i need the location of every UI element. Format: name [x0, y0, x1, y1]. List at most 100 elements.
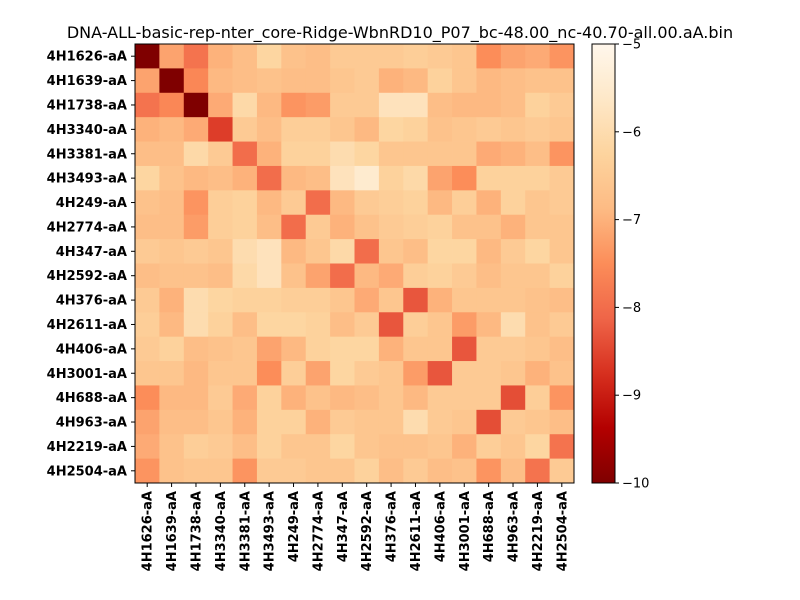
heatmap-cell	[500, 117, 526, 142]
heatmap-cell	[135, 336, 160, 362]
x-tick-label: 4H1738-aA	[189, 491, 204, 571]
heatmap-cell	[183, 117, 209, 142]
y-tick-label: 4H249-aA	[56, 196, 127, 211]
heatmap-cell	[500, 214, 526, 240]
colorbar-tick-label: −9	[622, 389, 641, 404]
heatmap-cell	[305, 361, 331, 386]
heatmap-cell	[208, 263, 233, 289]
heatmap-cell	[330, 263, 355, 289]
heatmap-cell	[452, 361, 477, 386]
heatmap-cell	[281, 336, 307, 362]
heatmap-cell	[281, 214, 307, 240]
heatmap-cell	[427, 312, 453, 338]
heatmap-cell	[159, 263, 185, 289]
x-tick-label: 4H3381-aA	[238, 491, 253, 571]
heatmap-cell	[525, 385, 551, 411]
heatmap-cell	[305, 117, 331, 142]
heatmap-cell	[549, 409, 575, 435]
heatmap-cell	[525, 239, 551, 264]
heatmap-cell	[256, 434, 282, 460]
heatmap-cell	[330, 458, 355, 484]
heatmap-cell	[305, 336, 331, 362]
x-tick-label: 4H1626-aA	[141, 491, 156, 571]
heatmap-cell	[427, 336, 453, 362]
heatmap-cell	[403, 165, 429, 191]
heatmap-cell	[159, 214, 185, 240]
heatmap-cell	[159, 141, 185, 167]
x-tick-label: 4H347-aA	[336, 491, 351, 562]
heatmap-cell	[232, 361, 258, 386]
heatmap-cell	[403, 92, 429, 118]
heatmap-cell	[452, 214, 477, 240]
y-tick-label: 4H2219-aA	[47, 440, 127, 455]
heatmap-cell	[281, 239, 307, 264]
heatmap-cell	[354, 434, 380, 460]
heatmap-cell	[208, 336, 233, 362]
heatmap-cell	[500, 336, 526, 362]
heatmap-cell	[305, 92, 331, 118]
heatmap-cell	[476, 117, 502, 142]
y-tick-label: 4H3340-aA	[47, 123, 127, 138]
heatmap-cell	[427, 239, 453, 264]
heatmap-cell	[281, 434, 307, 460]
heatmap-cell	[354, 458, 380, 484]
heatmap-cell	[330, 117, 355, 142]
heatmap-cell	[500, 190, 526, 216]
heatmap-cell	[549, 165, 575, 191]
heatmap-cell	[159, 165, 185, 191]
heatmap-cell	[378, 190, 404, 216]
heatmap-cell	[549, 68, 575, 94]
heatmap-cell	[232, 458, 258, 484]
colorbar-tick-label: −8	[622, 301, 641, 316]
heatmap-cell	[403, 190, 429, 216]
heatmap-cell	[330, 190, 355, 216]
heatmap-cell	[476, 434, 502, 460]
heatmap-cell	[403, 141, 429, 167]
heatmap-cell	[135, 68, 160, 94]
heatmap-cell	[427, 44, 453, 69]
heatmap-cell	[183, 44, 209, 69]
x-tick-label: 4H3493-aA	[263, 491, 278, 571]
heatmap-cell	[378, 141, 404, 167]
heatmap-cell	[305, 312, 331, 338]
heatmap-cell	[476, 263, 502, 289]
heatmap-cell	[452, 434, 477, 460]
heatmap-cell	[378, 117, 404, 142]
heatmap-cell	[427, 409, 453, 435]
heatmap-cell	[208, 239, 233, 264]
heatmap-cell	[549, 239, 575, 264]
heatmap-cell	[256, 336, 282, 362]
heatmap-cell	[403, 458, 429, 484]
y-tick-label: 4H1639-aA	[47, 74, 127, 89]
heatmap-cell	[500, 165, 526, 191]
heatmap-cell	[208, 361, 233, 386]
heatmap-cell	[427, 190, 453, 216]
heatmap-cell	[135, 92, 160, 118]
heatmap-cell	[452, 92, 477, 118]
heatmap-cell	[476, 287, 502, 313]
heatmap-cell	[403, 361, 429, 386]
heatmap-cell	[354, 361, 380, 386]
heatmap-cell	[378, 287, 404, 313]
heatmap-cell	[500, 44, 526, 69]
heatmap-cell	[378, 434, 404, 460]
heatmap-cell	[354, 409, 380, 435]
heatmap-cell	[549, 190, 575, 216]
y-tick-label: 4H3381-aA	[47, 147, 127, 162]
heatmap-cell	[354, 44, 380, 69]
heatmap-cell	[476, 409, 502, 435]
heatmap-cell	[500, 312, 526, 338]
heatmap-cell	[427, 287, 453, 313]
heatmap-cell	[354, 287, 380, 313]
heatmap-cell	[281, 287, 307, 313]
y-tick-label: 4H2611-aA	[47, 318, 127, 333]
heatmap-cell	[354, 214, 380, 240]
x-tick-label: 4H2774-aA	[311, 491, 326, 571]
heatmap-cell	[183, 165, 209, 191]
heatmap-cell	[135, 385, 160, 411]
heatmap-cell	[549, 287, 575, 313]
heatmap-cell	[183, 92, 209, 118]
heatmap-cell	[183, 68, 209, 94]
heatmap-cell	[403, 409, 429, 435]
heatmap-cell	[159, 287, 185, 313]
